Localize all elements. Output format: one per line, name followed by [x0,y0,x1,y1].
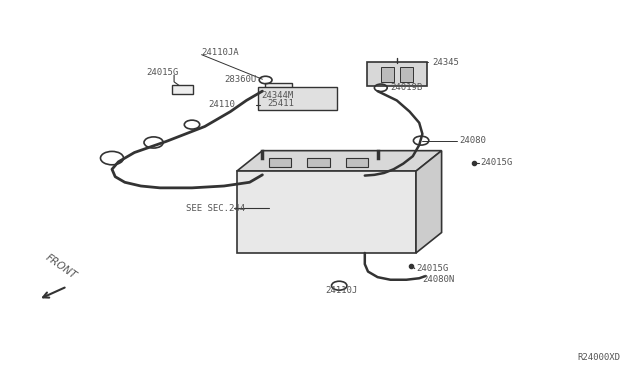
FancyBboxPatch shape [258,87,337,110]
Text: 24110: 24110 [208,100,235,109]
Text: 24345: 24345 [432,58,459,67]
Bar [381,67,394,82]
Text: 24019B: 24019B [390,83,422,92]
Text: R24000XD: R24000XD [578,353,621,362]
Text: SEE SEC.244: SEE SEC.244 [186,204,244,213]
FancyBboxPatch shape [237,171,416,253]
FancyBboxPatch shape [172,85,193,94]
FancyBboxPatch shape [265,83,292,92]
Bar [346,158,368,167]
Bar [307,158,330,167]
Text: 24015G: 24015G [416,264,448,273]
Text: 24015G: 24015G [146,68,178,77]
Text: 24015G: 24015G [480,158,512,167]
Text: 24080N: 24080N [422,275,454,283]
Bar [269,158,291,167]
Text: FRONT: FRONT [44,252,78,281]
Text: 25411: 25411 [268,99,294,108]
Bar [400,67,413,82]
Polygon shape [237,151,442,171]
Text: 24344M: 24344M [261,91,293,100]
Polygon shape [416,151,442,253]
Text: 24080: 24080 [460,136,486,145]
FancyBboxPatch shape [367,62,427,86]
Text: 24110J: 24110J [325,286,357,295]
Text: 24110JA: 24110JA [202,48,239,57]
Text: 28360U: 28360U [224,75,256,84]
